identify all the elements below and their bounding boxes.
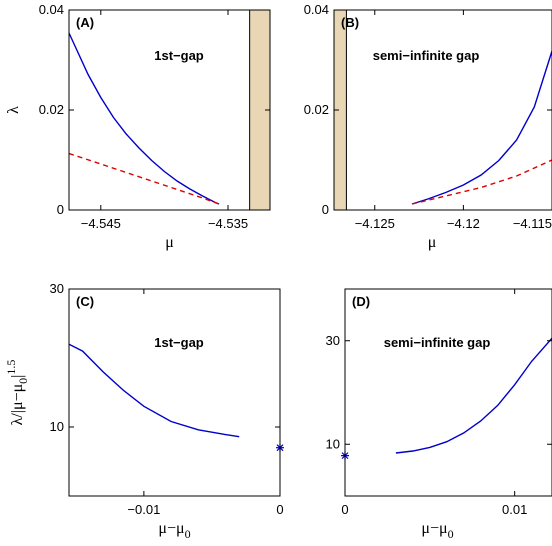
x-tick-label: −4.535 xyxy=(208,216,248,231)
series-solid-line xyxy=(411,50,552,205)
y-axis-label: λ/|μ−μ0|1.5 xyxy=(4,360,30,426)
x-axis-label: μ−μ0 xyxy=(158,520,190,541)
y-tick-label: 30 xyxy=(50,281,64,296)
y-tick-label: 0.04 xyxy=(39,2,64,17)
plot-area xyxy=(69,32,220,205)
x-tick-label: −4.12 xyxy=(447,216,480,231)
x-tick-label: −0.01 xyxy=(127,502,160,517)
y-tick-label: 0 xyxy=(57,202,64,217)
x-tick-label: 0 xyxy=(341,502,348,517)
x-axis-label-main: μ−μ xyxy=(421,520,447,537)
panel-b: −4.125 −4.12 −4.115 0 0.02 0.04 (B) semi−infini… xyxy=(304,2,552,251)
x-axis-label-main: μ−μ xyxy=(158,520,184,537)
y-tick-label: 10 xyxy=(50,419,64,434)
series-dashed-line xyxy=(411,159,552,205)
panel-label: (A) xyxy=(76,15,94,30)
plot-area xyxy=(411,50,552,205)
x-tick-label: −4.545 xyxy=(81,216,121,231)
x-tick-label: 0.01 xyxy=(502,502,527,517)
panel-label: (B) xyxy=(341,15,359,30)
gap-annotation: 1st−gap xyxy=(154,48,204,63)
y-tick-label: 0.02 xyxy=(304,102,329,117)
y-axis-label: λ xyxy=(5,106,22,114)
series-solid-line xyxy=(69,32,220,205)
x-axis-label: μ xyxy=(165,234,174,251)
series-solid-line xyxy=(395,337,552,454)
y-tick-label: 0.02 xyxy=(39,102,64,117)
axes-frame xyxy=(344,288,552,497)
gap-annotation: semi−infinite gap xyxy=(373,48,480,63)
series-solid-line xyxy=(69,343,240,438)
y-axis-label-main: λ xyxy=(5,106,22,114)
panel-label: (C) xyxy=(76,294,94,309)
y-tick-label: 0.04 xyxy=(304,2,329,17)
y-tick-label: 30 xyxy=(326,333,340,348)
x-axis-label: μ−μ0 xyxy=(421,520,453,541)
panel-a: −4.545 −4.535 0 0.02 0.04 (A) 1st−gap μ λ xyxy=(5,2,271,251)
x-tick-label: 0 xyxy=(276,502,283,517)
y-axis-label-sub: 0 xyxy=(16,378,30,384)
x-axis-label-sub: 0 xyxy=(448,527,454,541)
x-axis-label-sub: 0 xyxy=(185,527,191,541)
axes-frame xyxy=(68,288,281,497)
gap-annotation: 1st−gap xyxy=(154,335,204,350)
y-tick-label: 0 xyxy=(322,202,329,217)
x-axis-label: μ xyxy=(428,234,437,251)
y-axis-label-main: λ/|μ−μ xyxy=(9,384,26,426)
x-tick-label: −4.125 xyxy=(355,216,395,231)
y-axis-label-tail: | xyxy=(9,375,26,378)
plot-area xyxy=(395,337,552,454)
x-axis-label-main: μ xyxy=(428,234,437,251)
y-tick-label: 10 xyxy=(326,436,340,451)
plot-area xyxy=(69,343,240,438)
x-tick-label: −4.115 xyxy=(513,216,552,231)
y-axis-label-sup: 1.5 xyxy=(4,360,18,375)
panel-label: (D) xyxy=(352,294,370,309)
gap-annotation: semi−infinite gap xyxy=(384,335,491,350)
x-axis-label-main: μ xyxy=(165,234,174,251)
